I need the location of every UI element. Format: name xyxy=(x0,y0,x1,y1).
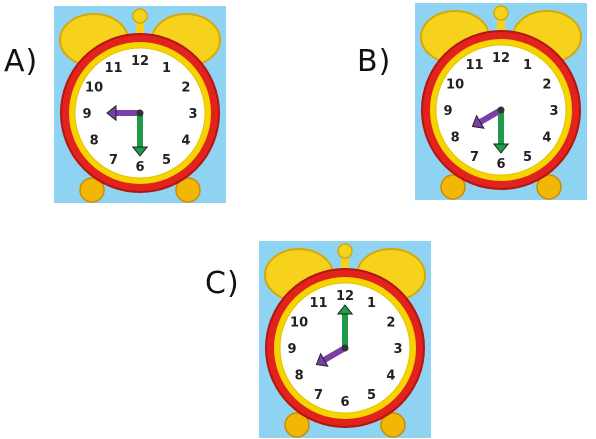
clock-number: 5 xyxy=(367,388,376,403)
clock-number: 3 xyxy=(188,107,197,122)
clock-center-pin xyxy=(497,106,505,114)
hour-hand-tip xyxy=(106,104,117,122)
clock-number: 3 xyxy=(549,104,558,119)
bell-knob xyxy=(493,5,509,21)
clock-option-a[interactable]: 12 1 2 3 4 5 6 7 8 9 10 11 xyxy=(54,6,226,203)
option-b-label: B) xyxy=(357,44,392,79)
clock-number: 2 xyxy=(181,81,190,96)
hour-hand-tip xyxy=(471,114,485,129)
left-foot xyxy=(284,412,310,438)
clock-number: 6 xyxy=(340,395,349,410)
clock-number: 5 xyxy=(523,150,532,165)
clock-number: 7 xyxy=(314,388,323,403)
clock-number: 1 xyxy=(523,58,532,73)
clock-number: 12 xyxy=(492,51,510,66)
clock-number: 6 xyxy=(496,157,505,172)
option-c-label: C) xyxy=(205,266,240,301)
clock-number: 11 xyxy=(465,58,483,73)
clock-number: 5 xyxy=(162,153,171,168)
clock-number: 2 xyxy=(386,316,395,331)
clock-number: 9 xyxy=(443,104,452,119)
right-foot xyxy=(536,174,562,200)
bell-stem xyxy=(497,13,505,33)
clock-option-c[interactable]: 12 1 2 3 4 5 6 7 8 9 10 11 xyxy=(259,241,431,438)
clock-number: 4 xyxy=(181,134,190,149)
clock-number: 3 xyxy=(393,342,402,357)
clock-option-b[interactable]: 12 1 2 3 4 5 6 7 8 9 10 11 xyxy=(415,3,587,200)
minute-hand-tip xyxy=(492,143,510,154)
clock-number: 8 xyxy=(90,134,99,149)
bell-stem xyxy=(136,16,144,36)
clock-number: 4 xyxy=(542,131,551,146)
clock-number: 9 xyxy=(82,107,91,122)
clock-center-pin xyxy=(341,344,349,352)
clock-number: 1 xyxy=(367,296,376,311)
clock-number: 2 xyxy=(542,78,551,93)
clock-number: 12 xyxy=(336,289,354,304)
left-foot xyxy=(79,177,105,203)
right-foot xyxy=(175,177,201,203)
hour-hand xyxy=(321,345,348,363)
clock-number: 7 xyxy=(109,153,118,168)
clock-number: 11 xyxy=(309,296,327,311)
minute-hand-tip xyxy=(131,146,149,157)
clock-center-pin xyxy=(136,109,144,117)
clock-number: 11 xyxy=(104,61,122,76)
clock-number: 10 xyxy=(446,78,464,93)
option-a-label: A) xyxy=(4,44,39,79)
clock-number: 7 xyxy=(470,150,479,165)
clock-number: 9 xyxy=(287,342,296,357)
clock-number: 1 xyxy=(162,61,171,76)
hour-hand xyxy=(477,107,504,125)
clock-number: 12 xyxy=(131,54,149,69)
clock-number: 6 xyxy=(135,160,144,175)
left-foot xyxy=(440,174,466,200)
clock-number: 8 xyxy=(451,131,460,146)
clock-number: 10 xyxy=(85,81,103,96)
bell-knob xyxy=(337,243,353,259)
minute-hand-tip xyxy=(336,304,354,315)
bell-knob xyxy=(132,8,148,24)
clock-number: 4 xyxy=(386,369,395,384)
hour-hand-tip xyxy=(315,352,329,367)
right-foot xyxy=(380,412,406,438)
clock-number: 10 xyxy=(290,316,308,331)
clock-number: 8 xyxy=(295,369,304,384)
bell-stem xyxy=(341,251,349,271)
